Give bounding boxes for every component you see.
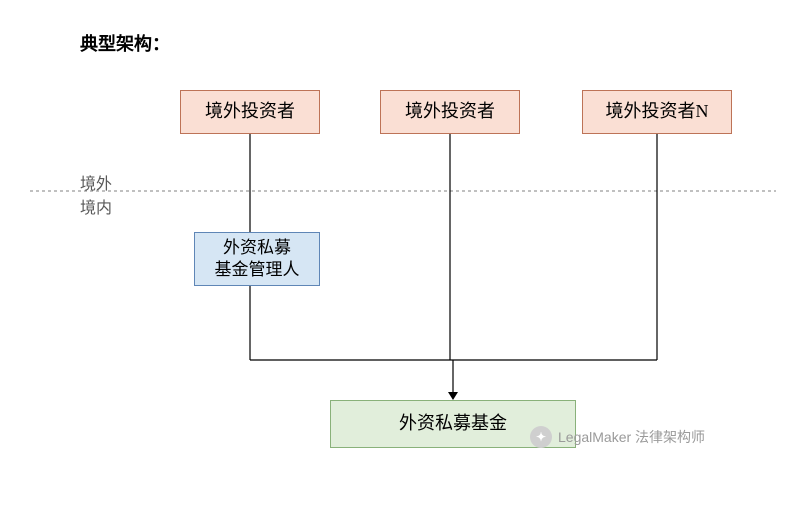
node-label: 境外投资者 bbox=[205, 100, 295, 123]
node-investor-1: 境外投资者 bbox=[180, 90, 320, 134]
node-investor-n: 境外投资者N bbox=[582, 90, 732, 134]
node-investor-2: 境外投资者 bbox=[380, 90, 520, 134]
watermark: ✦ LegalMaker 法律架构师 bbox=[530, 426, 705, 448]
diagram-title: 典型架构： bbox=[80, 30, 170, 56]
node-fund-manager: 外资私募 基金管理人 bbox=[194, 232, 320, 286]
divider-label-above: 境外 bbox=[80, 170, 112, 194]
node-label: 境外投资者 bbox=[405, 100, 495, 123]
divider-label-below: 境内 bbox=[80, 194, 112, 218]
wechat-icon: ✦ bbox=[530, 426, 552, 448]
node-label: 外资私募 基金管理人 bbox=[215, 237, 300, 281]
watermark-text: LegalMaker 法律架构师 bbox=[558, 427, 705, 447]
node-label: 境外投资者N bbox=[606, 100, 709, 123]
node-label: 外资私募基金 bbox=[399, 412, 507, 435]
